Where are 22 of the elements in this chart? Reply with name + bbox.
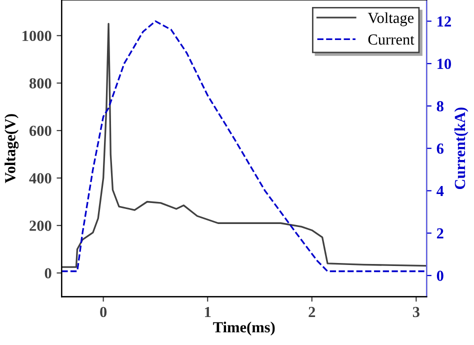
y2-tick-label: 12 (438, 16, 451, 26)
y-tick-label: 400 (29, 173, 52, 184)
x-axis-title: Time(ms) (213, 322, 275, 336)
y2-tick-label: 8 (436, 101, 444, 112)
legend-label: Current (368, 34, 414, 45)
y2-tick-label: 2 (436, 228, 444, 238)
y2-axis-title: Current(kA) (454, 108, 468, 190)
y-tick-label: 200 (30, 220, 52, 231)
legend-label: Voltage (368, 12, 414, 26)
y2-tick-label: 0 (436, 270, 444, 281)
y-tick-label: 600 (30, 126, 52, 136)
x-tick-label: 0 (100, 306, 107, 318)
y-axis-title: Voltage(V) (4, 114, 19, 184)
y-tick-label: 800 (29, 78, 52, 89)
y-tick-label: 0 (44, 268, 52, 278)
y2-tick-label: 6 (436, 144, 444, 154)
x-tick-label: 1 (205, 306, 211, 318)
y-tick-label: 1000 (22, 30, 52, 42)
y2-tick-label: 4 (436, 186, 444, 196)
x-tick-label: 3 (412, 306, 420, 318)
x-tick-label: 2 (308, 306, 316, 318)
y2-tick-label: 10 (438, 58, 452, 70)
